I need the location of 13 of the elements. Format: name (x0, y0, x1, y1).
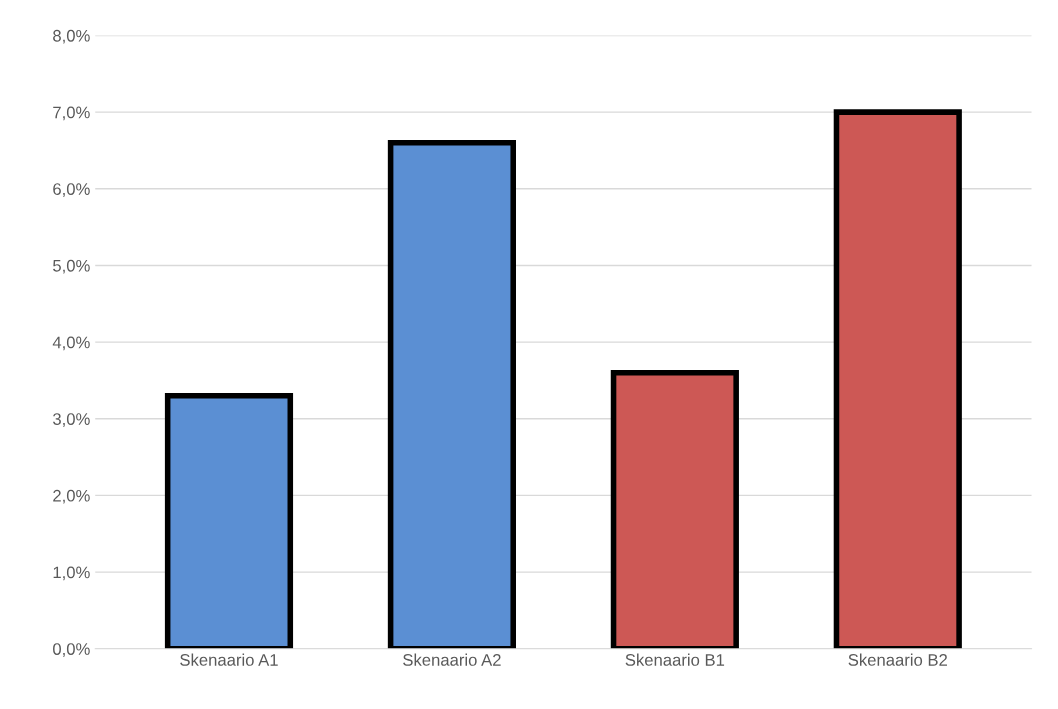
y-tick-label: 1,0% (53, 566, 90, 581)
y-tick-label: 8,0% (53, 29, 90, 44)
x-tick-label: Skenaario A1 (180, 653, 278, 666)
y-tick-label: 0,0% (53, 643, 90, 657)
x-tick-label: Skenaario B2 (848, 653, 947, 666)
x-tick-label: Skenaario B1 (625, 653, 725, 666)
x-tick-label: Skenaario A2 (403, 653, 501, 666)
y-tick-label: 4,0% (52, 336, 90, 351)
y-tick-label: 3,0% (53, 413, 90, 427)
y-tick-label: 7,0% (53, 106, 90, 121)
y-tick-label: 5,0% (53, 259, 90, 274)
y-tick-label: 6,0% (53, 183, 90, 197)
y-tick-label: 2,0% (53, 489, 90, 504)
